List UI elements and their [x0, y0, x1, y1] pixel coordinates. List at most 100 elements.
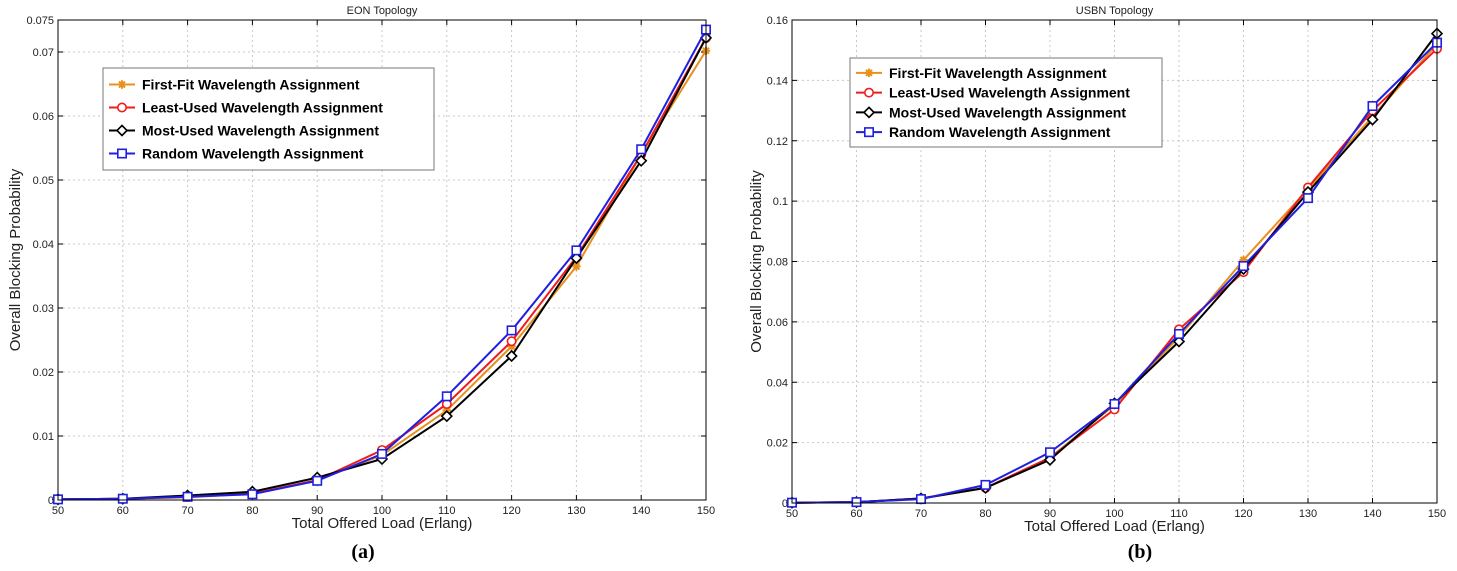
data-point — [441, 391, 452, 402]
data-point — [505, 349, 518, 363]
plot-frame — [57, 19, 707, 501]
x-tick-label: 130 — [567, 505, 585, 517]
x-tick-label: 110 — [1170, 508, 1188, 520]
x-axis-label: Total Offered Load (Erlang) — [292, 515, 473, 532]
data-point — [182, 491, 193, 502]
x-tick-label: 50 — [52, 505, 64, 517]
figure-caption: (a) — [351, 541, 374, 563]
x-axis-label: Total Offered Load (Erlang) — [1024, 518, 1205, 535]
x-tick-label: 70 — [915, 508, 927, 520]
x-tick-label: 150 — [697, 505, 715, 517]
x-tick-label: 80 — [979, 508, 991, 520]
data-point — [1238, 261, 1249, 272]
data-point — [571, 245, 582, 256]
x-tick-label: 60 — [117, 505, 129, 517]
data-point — [570, 251, 583, 265]
legend-box — [102, 67, 435, 171]
data-point — [440, 410, 453, 423]
x-tick-label: 50 — [786, 508, 798, 520]
legend-marker — [115, 124, 129, 137]
series-square — [786, 37, 1443, 508]
x-tick-label: 120 — [502, 505, 520, 517]
y-tick-label: 0.04 — [767, 377, 788, 389]
data-point — [506, 336, 517, 347]
data-point — [1303, 193, 1314, 204]
x-tick-label: 140 — [632, 505, 650, 517]
y-axis-label: Overall Blocking Probability — [7, 168, 24, 351]
legend-label: First-Fit Wavelength Assignment — [889, 65, 1107, 81]
y-tick-label: 0 — [782, 498, 788, 510]
legend: First-Fit Wavelength Assignment Least-Use… — [849, 57, 1163, 148]
x-tick-label: 100 — [1105, 508, 1123, 520]
data-point — [851, 497, 862, 508]
y-tick-label: 0.07 — [33, 47, 54, 59]
y-tick-label: 0.1 — [773, 196, 788, 208]
data-point — [1174, 328, 1185, 339]
data-point — [376, 448, 387, 459]
y-tick-label: 0.05 — [33, 175, 54, 187]
data-point — [312, 475, 323, 486]
data-point — [1172, 335, 1186, 348]
data-point — [1367, 101, 1378, 112]
legend-marker — [117, 148, 128, 159]
data-point — [635, 154, 648, 167]
x-tick-label: 100 — [373, 505, 391, 517]
y-tick-label: 0.075 — [26, 15, 54, 27]
y-axis-label: Overall Blocking Probability — [748, 170, 765, 353]
x-tick-label: 130 — [1299, 508, 1317, 520]
data-point — [1045, 447, 1056, 458]
x-tick-label: 140 — [1363, 508, 1381, 520]
x-tick-label: 70 — [181, 505, 193, 517]
y-tick-label: 0.08 — [767, 257, 788, 269]
data-point — [1043, 453, 1057, 466]
data-point — [117, 493, 128, 504]
y-tick-label: 0.12 — [767, 136, 788, 148]
usbn-chart: 50 60 70 80 90 100 110 120 130 140 150 0 0.02 0.04 0.0… — [748, 5, 1446, 563]
eon-chart: 50 60 70 80 90 100 110 120 130 140 150 0 0.01 0.02 0.0… — [7, 5, 715, 563]
y-tick-label: 0.06 — [767, 317, 788, 329]
x-tick-label: 90 — [311, 505, 323, 517]
figure-caption: (b) — [1128, 541, 1152, 563]
legend-label: Least-Used Wavelength Assignment — [889, 85, 1130, 101]
y-tick-label: 0.04 — [33, 239, 54, 251]
legend-marker — [864, 68, 874, 78]
data-point — [915, 494, 926, 505]
legend-marker — [863, 127, 874, 138]
plot-frame — [791, 19, 1438, 504]
x-tick-label: 80 — [246, 505, 258, 517]
data-point — [980, 479, 991, 490]
legend-label: Least-Used Wavelength Assignment — [142, 100, 383, 116]
y-tick-label: 0.16 — [767, 15, 788, 27]
legend: First-Fit Wavelength Assignment Least-Use… — [102, 67, 435, 171]
y-tick-label: 0.02 — [767, 438, 788, 450]
legend-marker — [862, 106, 876, 119]
legend-marker — [863, 87, 874, 98]
x-tick-label: 120 — [1234, 508, 1252, 520]
data-point — [572, 262, 581, 271]
legend-label: First-Fit Wavelength Assignment — [142, 77, 360, 93]
y-tick-label: 0.02 — [33, 367, 54, 379]
data-point — [1109, 398, 1120, 409]
data-point — [636, 144, 647, 155]
x-tick-label: 150 — [1428, 508, 1446, 520]
y-tick-label: 0.03 — [33, 303, 54, 315]
chart-title: USBN Topology — [1076, 5, 1154, 17]
legend-label: Most-Used Wavelength Assignment — [142, 123, 379, 139]
chart-title: EON Topology — [347, 5, 418, 17]
y-tick-label: 0 — [48, 495, 54, 507]
legend-marker — [117, 80, 127, 89]
x-tick-label: 60 — [850, 508, 862, 520]
legend-label: Random Wavelength Assignment — [142, 146, 364, 162]
data-point — [1366, 113, 1379, 126]
legend-box — [849, 57, 1163, 148]
x-tick-label: 110 — [438, 505, 456, 517]
data-point — [506, 325, 517, 336]
legend-label: Random Wavelength Assignment — [889, 124, 1111, 140]
legend-label: Most-Used Wavelength Assignment — [889, 104, 1126, 120]
data-point — [247, 489, 258, 500]
data-point — [507, 342, 516, 351]
y-tick-label: 0.01 — [33, 431, 54, 443]
y-tick-label: 0.06 — [33, 111, 54, 123]
legend-marker — [117, 102, 128, 113]
